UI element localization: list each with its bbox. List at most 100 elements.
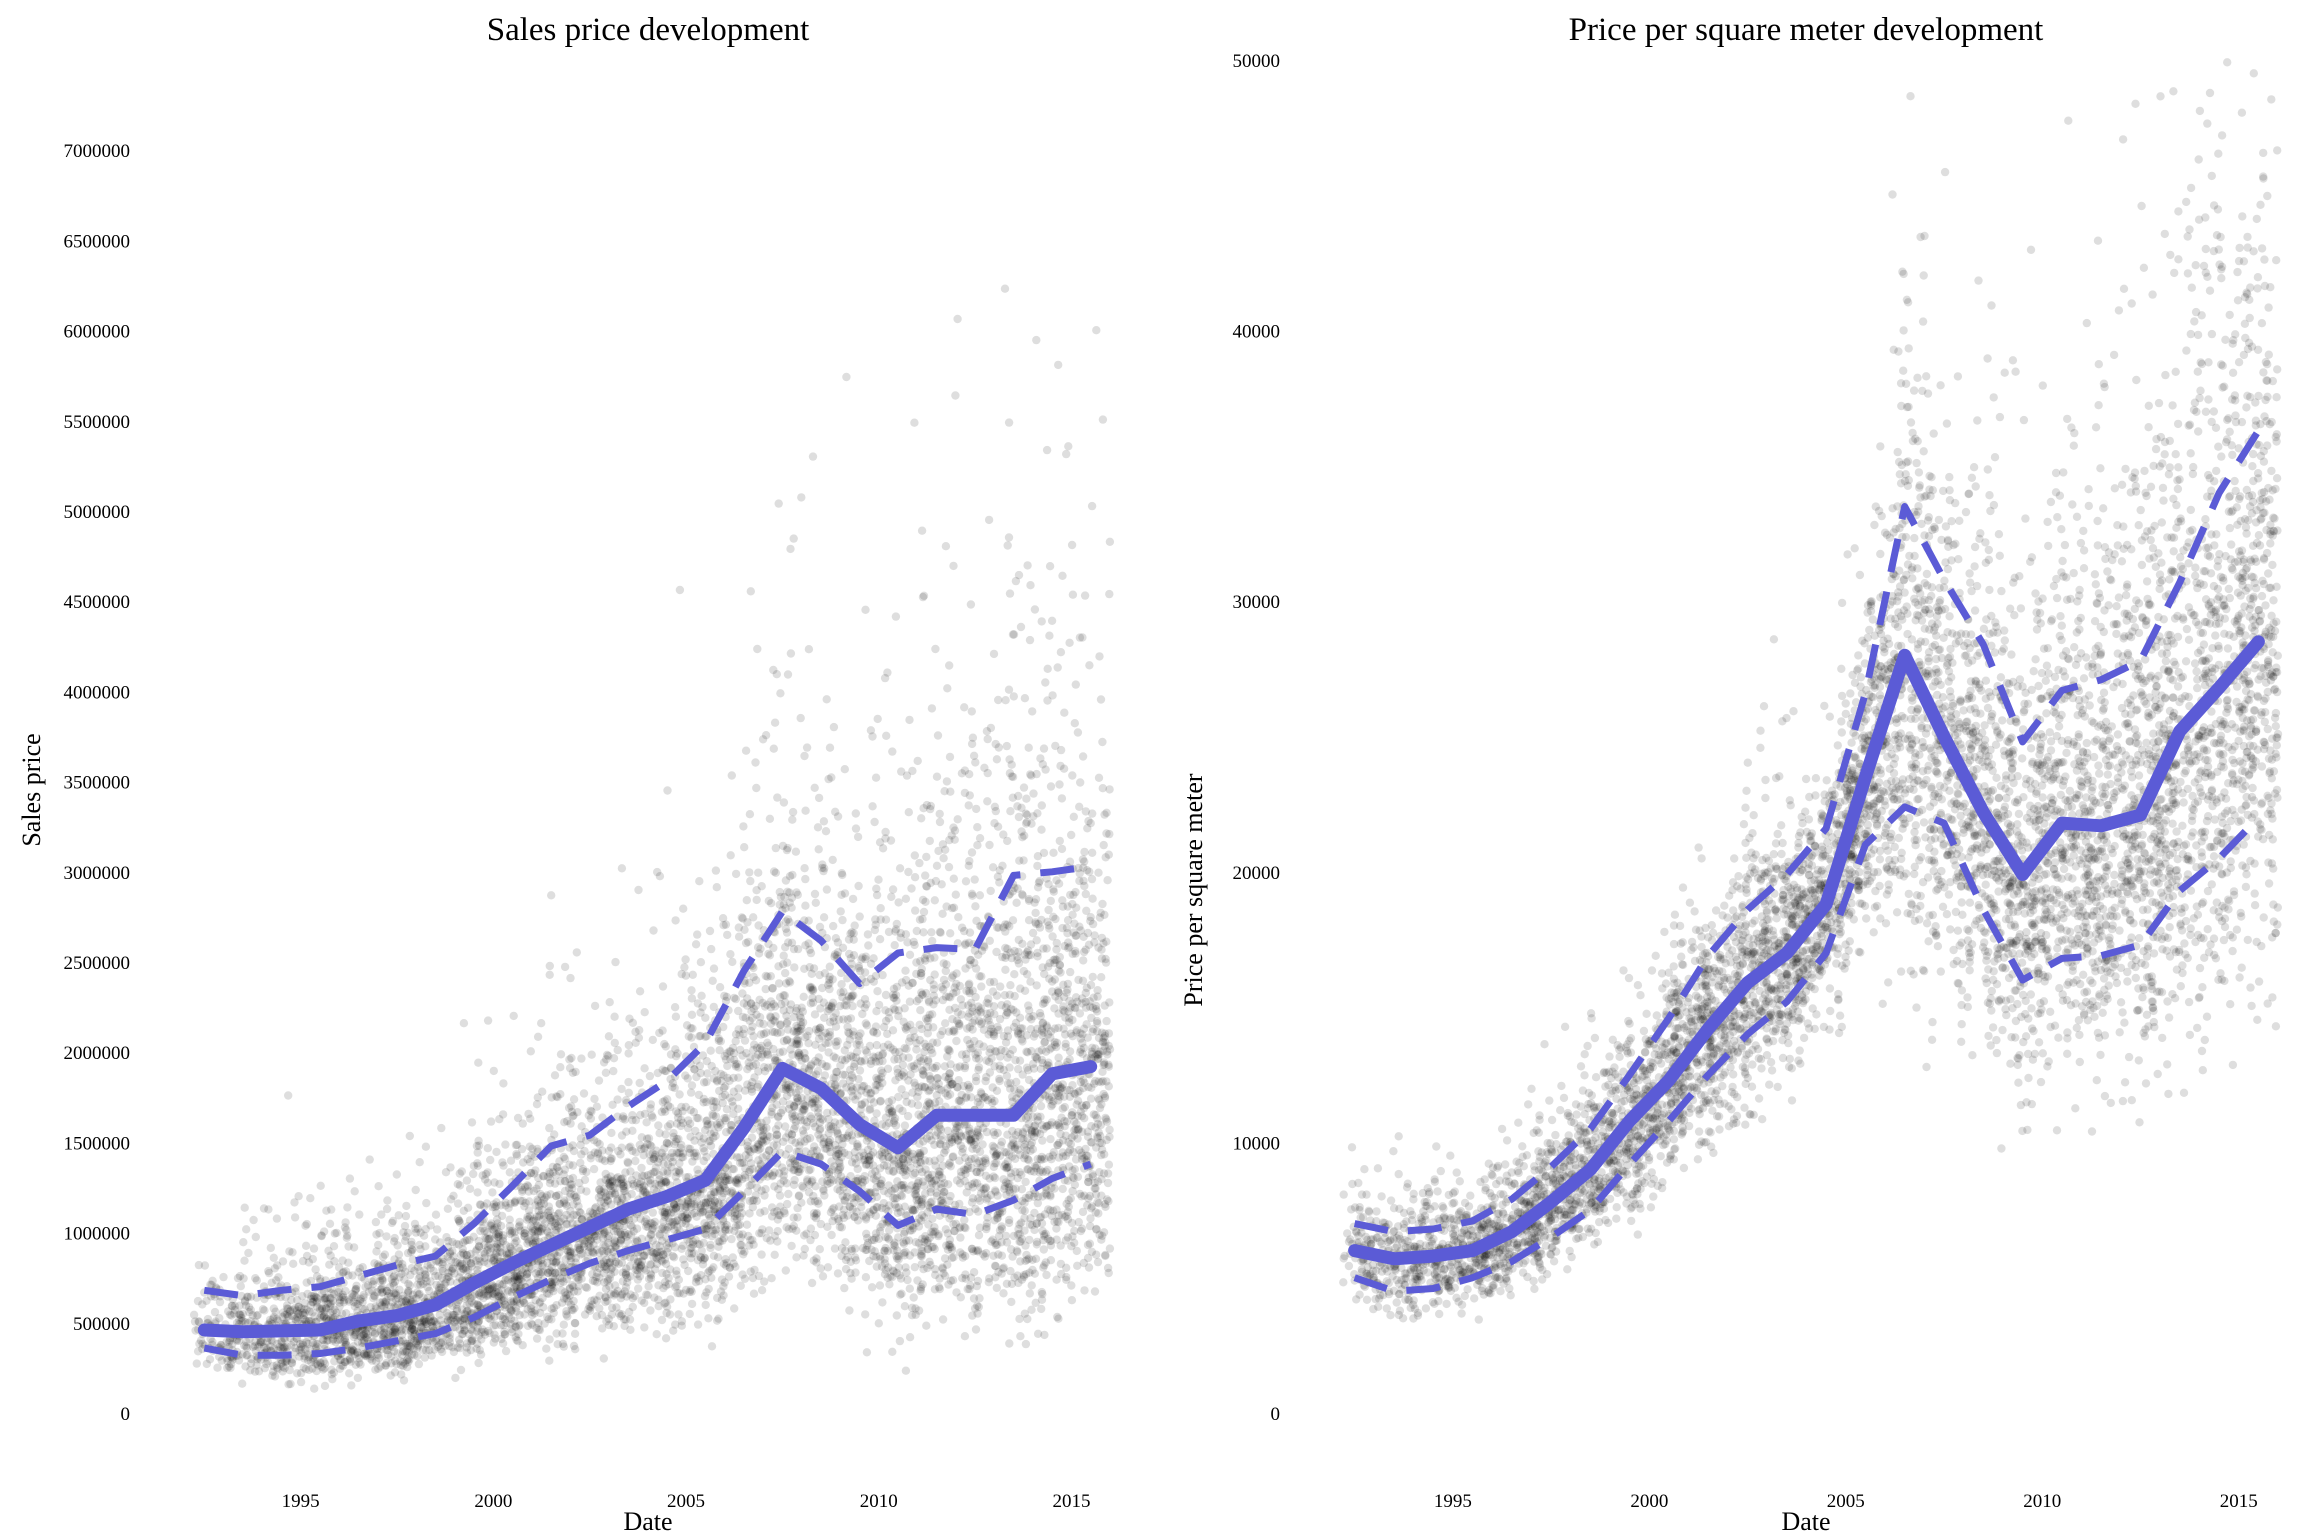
scatter-point bbox=[480, 1249, 490, 1259]
scatter-point bbox=[843, 1015, 852, 1024]
scatter-point bbox=[624, 1077, 633, 1087]
scatter-point bbox=[645, 1071, 655, 1081]
scatter-point bbox=[892, 1193, 901, 1203]
scatter-point bbox=[415, 1266, 424, 1276]
scatter-point bbox=[972, 804, 981, 814]
scatter-point bbox=[548, 1162, 558, 1172]
scatter-point bbox=[1017, 1170, 1026, 1180]
scatter-point bbox=[903, 1155, 913, 1164]
scatter-point bbox=[1019, 1271, 1028, 1280]
scatter-point bbox=[729, 1165, 738, 1174]
scatter-point bbox=[438, 1334, 447, 1343]
scatter-point bbox=[715, 1200, 724, 1209]
scatter-point bbox=[836, 907, 845, 916]
scatter-point bbox=[556, 1063, 565, 1072]
scatter-point bbox=[596, 1197, 605, 1206]
scatter-point bbox=[753, 1140, 763, 1149]
scatter-point bbox=[832, 1152, 841, 1161]
scatter-point bbox=[308, 1355, 318, 1364]
scatter-point bbox=[706, 1141, 716, 1151]
scatter-point bbox=[462, 1266, 471, 1275]
scatter-point bbox=[1053, 663, 1062, 672]
scatter-point bbox=[1040, 1038, 1049, 1047]
scatter-point bbox=[607, 1310, 616, 1319]
scatter-point bbox=[872, 1262, 881, 1271]
scatter-point bbox=[904, 867, 913, 877]
scatter-point bbox=[1035, 1213, 1045, 1222]
scatter-point bbox=[1070, 1238, 1079, 1248]
scatter-point bbox=[1045, 562, 1055, 571]
scatter-point bbox=[510, 1316, 519, 1326]
scatter-point bbox=[567, 1253, 576, 1263]
scatter-point bbox=[449, 1310, 458, 1320]
scatter-point bbox=[900, 1202, 909, 1211]
scatter-point bbox=[1033, 852, 1043, 861]
scatter-point bbox=[1021, 1241, 1030, 1250]
scatter-point bbox=[467, 1118, 477, 1127]
scatter-point bbox=[247, 1354, 256, 1364]
scatter-point bbox=[850, 1192, 860, 1202]
scatter-point bbox=[738, 989, 747, 998]
scatter-point bbox=[505, 1248, 514, 1258]
chart-title-sales-price: Sales price development bbox=[487, 12, 810, 48]
scatter-point bbox=[781, 904, 790, 913]
scatter-point bbox=[711, 1131, 720, 1141]
scatter-point bbox=[883, 668, 892, 677]
scatter-point bbox=[1004, 533, 1014, 542]
scatter-point bbox=[818, 1177, 827, 1186]
scatter-point bbox=[1078, 752, 1088, 761]
scatter-point bbox=[751, 976, 761, 985]
scatter-point bbox=[910, 1168, 920, 1178]
scatter-point bbox=[308, 1308, 317, 1317]
scatter-point bbox=[746, 587, 755, 596]
scatter-point bbox=[702, 1057, 711, 1066]
scatter-point bbox=[951, 890, 960, 899]
scatter-point bbox=[1068, 1232, 1077, 1241]
scatter-point bbox=[548, 1272, 557, 1282]
scatter-point bbox=[905, 997, 915, 1006]
scatter-point bbox=[793, 1094, 802, 1103]
scatter-point bbox=[1068, 949, 1077, 959]
scatter-point bbox=[878, 1049, 888, 1058]
scatter-point bbox=[404, 1279, 413, 1289]
scatter-point bbox=[1019, 831, 1029, 840]
scatter-point bbox=[707, 1061, 716, 1071]
scatter-point bbox=[1079, 956, 1088, 965]
scatter-point bbox=[1025, 1235, 1034, 1245]
scatter-point bbox=[642, 1215, 651, 1224]
scatter-point bbox=[595, 1206, 605, 1215]
scatter-point bbox=[649, 926, 658, 935]
scatter-point bbox=[807, 1278, 817, 1288]
scatter-point bbox=[608, 1100, 617, 1110]
scatter-point bbox=[884, 1207, 893, 1216]
scatter-point bbox=[497, 1334, 506, 1344]
scatter-point bbox=[1057, 844, 1067, 854]
scatter-point bbox=[740, 1086, 750, 1095]
scatter-point bbox=[922, 1014, 931, 1023]
scatter-point bbox=[792, 1253, 801, 1262]
scatter-point bbox=[654, 1121, 663, 1130]
scatter-point bbox=[1036, 754, 1045, 763]
scatter-point bbox=[1046, 782, 1056, 791]
scatter-point bbox=[728, 1164, 737, 1174]
scatter-point bbox=[216, 1340, 225, 1350]
scatter-point bbox=[736, 1281, 745, 1291]
scatter-point bbox=[636, 1177, 646, 1186]
scatter-point bbox=[851, 1159, 861, 1168]
scatter-point bbox=[676, 1203, 685, 1212]
scatter-point bbox=[437, 1347, 447, 1357]
scatter-point bbox=[715, 983, 725, 992]
scatter-point bbox=[933, 1073, 942, 1083]
scatter-point bbox=[299, 1363, 308, 1372]
scatter-point bbox=[365, 1155, 374, 1164]
scatter-point bbox=[1080, 1191, 1089, 1200]
scatter-point bbox=[721, 920, 731, 929]
scatter-point bbox=[811, 1056, 820, 1066]
scatter-point bbox=[1033, 861, 1042, 871]
scatter-point bbox=[462, 1176, 472, 1185]
scatter-point bbox=[900, 1121, 910, 1130]
scatter-point bbox=[610, 1012, 619, 1021]
scatter-point bbox=[893, 1254, 902, 1263]
scatter-point bbox=[1101, 1038, 1110, 1047]
scatter-point bbox=[926, 1260, 935, 1270]
